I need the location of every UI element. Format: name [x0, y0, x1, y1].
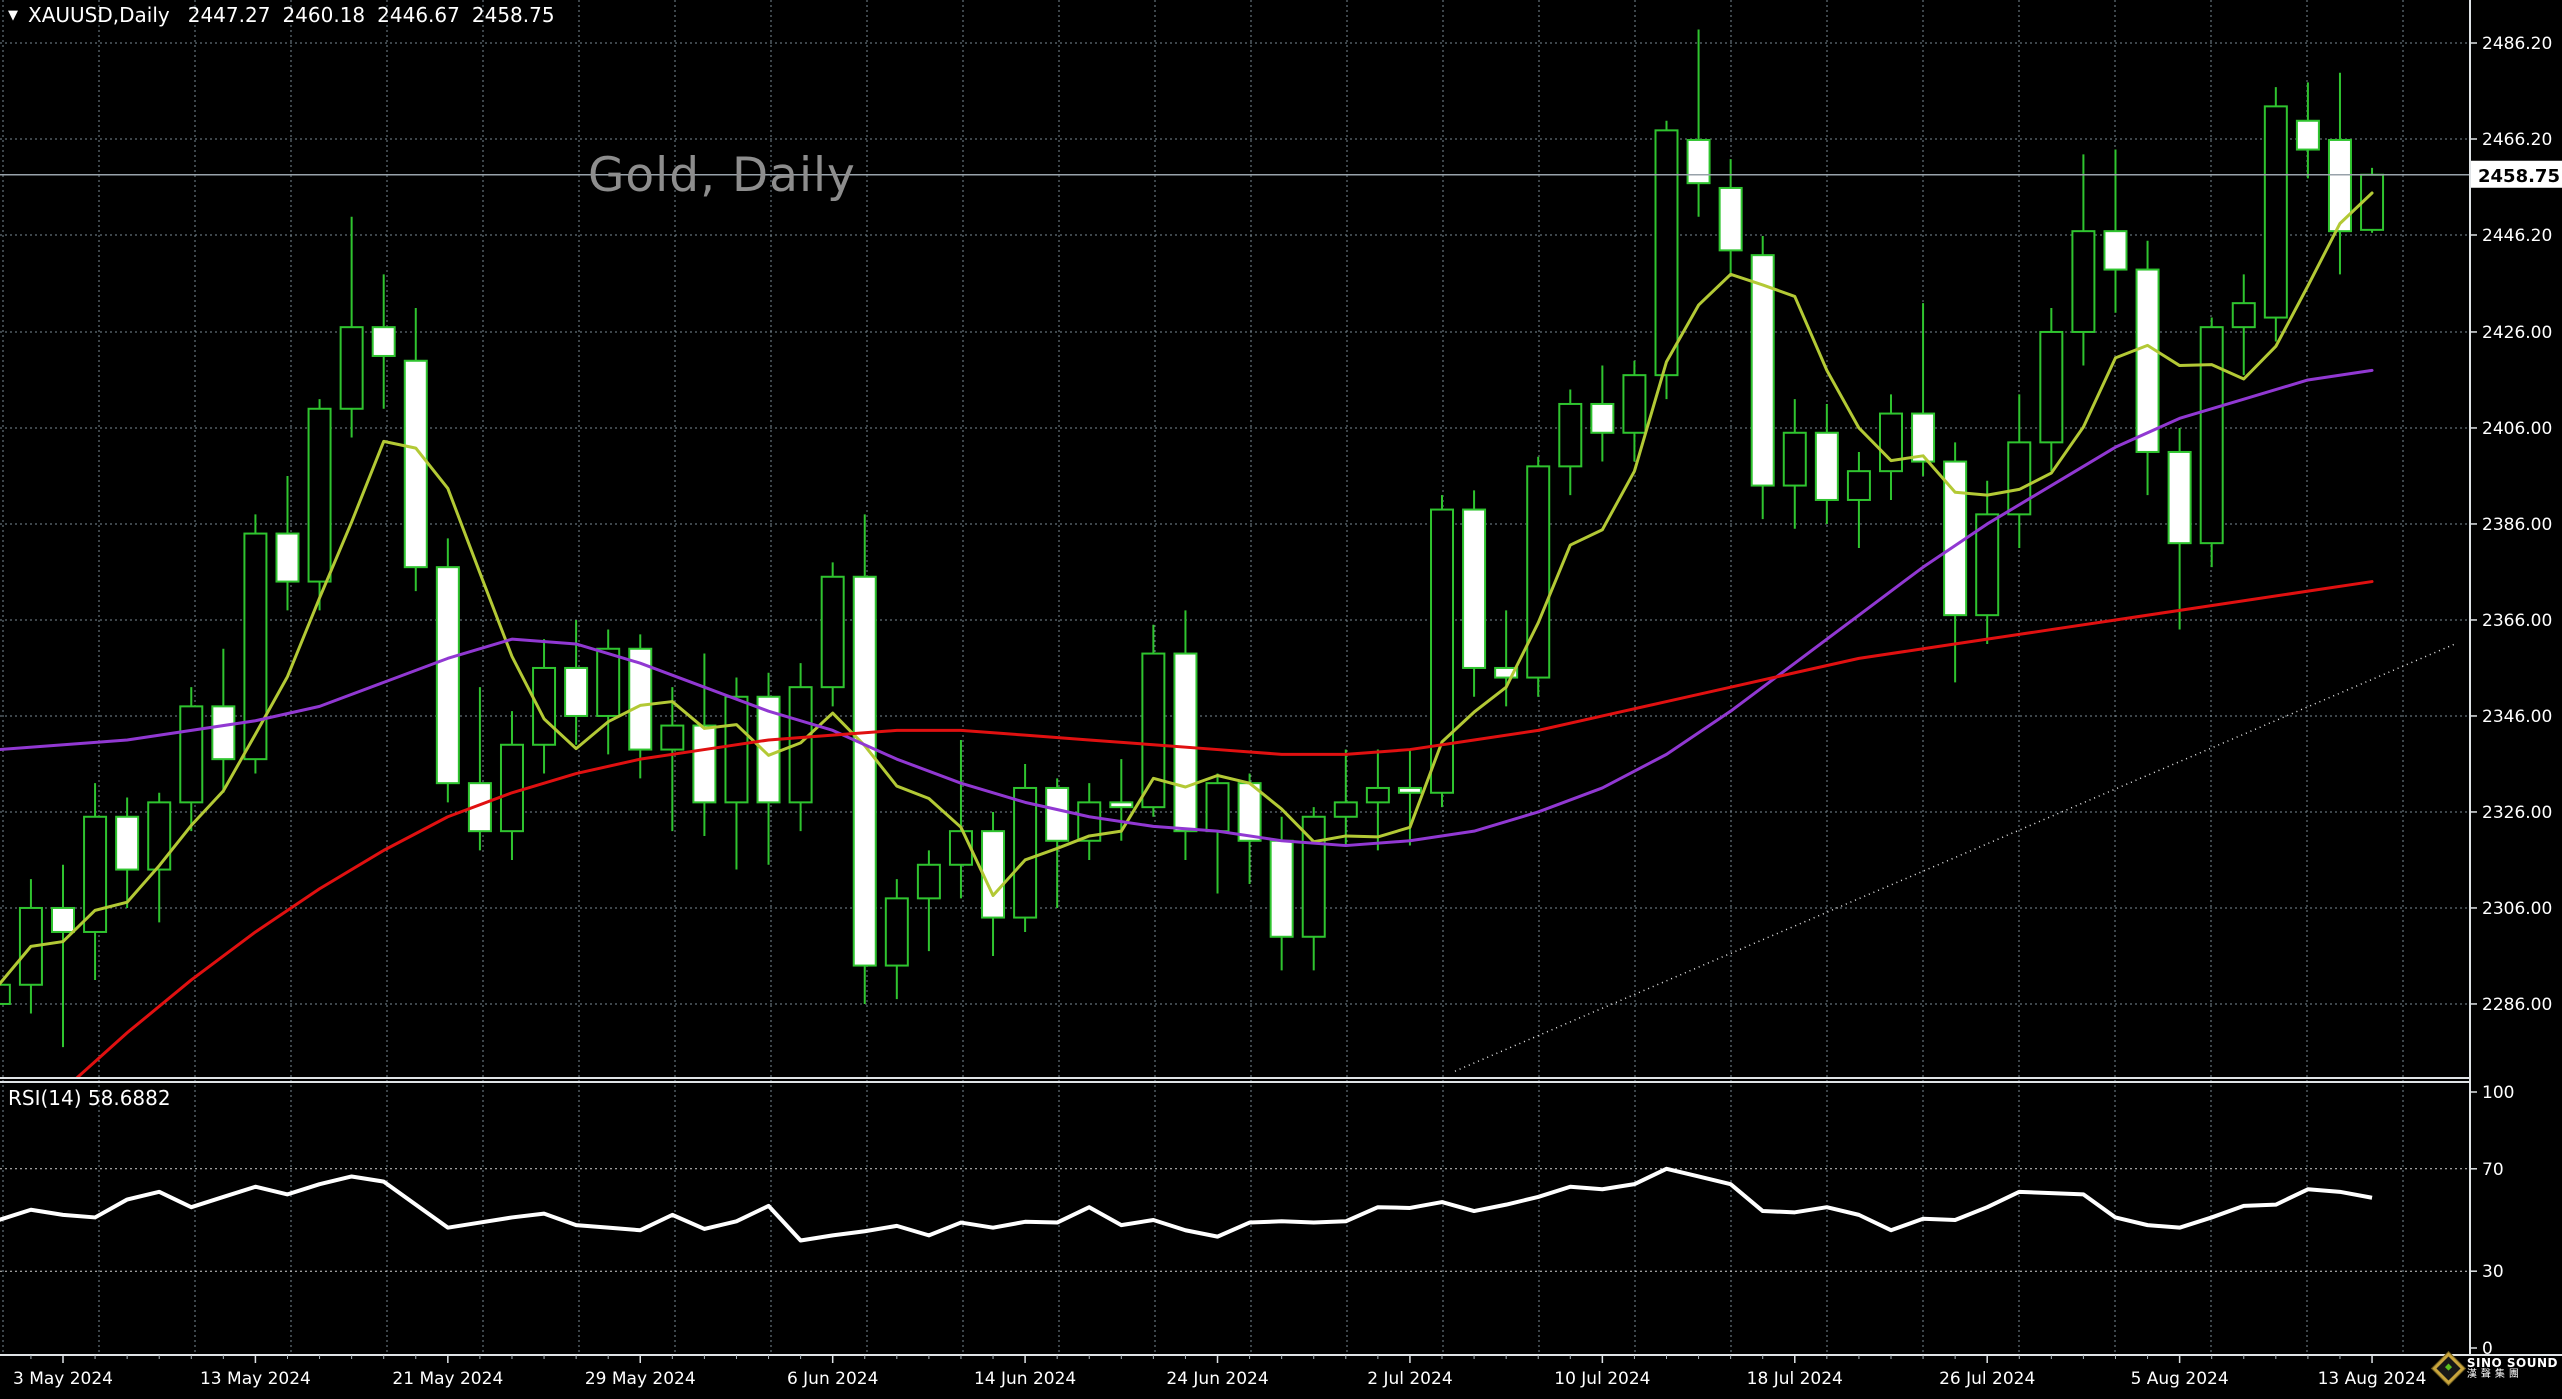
rsi-levels: [0, 1168, 2470, 1272]
svg-text:5 Aug 2024: 5 Aug 2024: [2131, 1369, 2229, 1389]
rsi-panel: [0, 1166, 2373, 1243]
svg-text:13 May 2024: 13 May 2024: [200, 1369, 311, 1389]
trendline: [1454, 643, 2456, 1072]
rsi-line: [0, 1166, 2373, 1243]
svg-text:2386.00: 2386.00: [2482, 515, 2552, 535]
broker-logo: SINO SOUND 漢聲集團: [2432, 1352, 2558, 1385]
svg-text:2446.20: 2446.20: [2482, 226, 2552, 246]
price-axis: 2486.20 2466.20 2446.20 2426.00 2406.00 2386.…: [2470, 34, 2552, 1359]
symbol-dropdown-icon[interactable]: ▼: [8, 7, 18, 23]
high-value: 2460.18: [282, 3, 366, 27]
svg-text:2326.00: 2326.00: [2482, 803, 2552, 823]
broker-name: SINO SOUND: [2466, 1356, 2558, 1370]
svg-text:2466.20: 2466.20: [2482, 130, 2552, 150]
rsi-indicator-label: RSI(14) 58.6882: [8, 1086, 171, 1110]
svg-text:2366.00: 2366.00: [2482, 611, 2552, 631]
low-value: 2446.67: [377, 3, 460, 27]
candles-layer: [0, 29, 2385, 1048]
svg-text:24 Jun 2024: 24 Jun 2024: [1166, 1369, 1268, 1389]
svg-text:2 Jul 2024: 2 Jul 2024: [1367, 1369, 1452, 1389]
svg-text:100: 100: [2482, 1083, 2514, 1103]
svg-text:2406.00: 2406.00: [2482, 419, 2552, 439]
open-value: 2447.27: [187, 3, 271, 27]
svg-text:18 Jul 2024: 18 Jul 2024: [1747, 1369, 1843, 1389]
time-axis: 3 May 2024 13 May 2024 21 May 2024 29 May 2…: [13, 1355, 2427, 1389]
ma-slow-line: [73, 580, 2374, 1079]
svg-text:26 Jul 2024: 26 Jul 2024: [1939, 1369, 2035, 1389]
broker-name-cn: 漢聲集團: [2466, 1368, 2523, 1380]
svg-text:21 May 2024: 21 May 2024: [392, 1369, 503, 1389]
panel-borders: [0, 0, 2562, 1356]
ma-medium-line: [0, 368, 2374, 848]
symbol-period-label: XAUUSD,Daily: [28, 3, 170, 27]
svg-text:2346.00: 2346.00: [2482, 707, 2552, 727]
svg-text:2486.20: 2486.20: [2482, 34, 2552, 54]
ma-fast-line: [0, 191, 2374, 986]
grid-layer: [0, 0, 2470, 1355]
symbol-ohlc-header: ▼ XAUUSD,Daily 2447.27 2460.18 2446.67 2…: [8, 3, 567, 27]
svg-text:30: 30: [2482, 1262, 2504, 1282]
svg-text:10 Jul 2024: 10 Jul 2024: [1554, 1369, 1650, 1389]
broker-logo-icon: [2432, 1352, 2465, 1385]
price-panel: [0, 29, 2456, 1079]
svg-text:13 Aug 2024: 13 Aug 2024: [2318, 1369, 2427, 1389]
svg-text:70: 70: [2482, 1160, 2504, 1180]
svg-text:2458.75: 2458.75: [2478, 166, 2560, 187]
current-price-tag: 2458.75: [2471, 160, 2562, 188]
svg-text:2286.00: 2286.00: [2482, 995, 2552, 1015]
chart-watermark: Gold, Daily: [588, 148, 856, 203]
svg-text:3 May 2024: 3 May 2024: [13, 1369, 113, 1389]
svg-text:2306.00: 2306.00: [2482, 899, 2552, 919]
svg-text:0: 0: [2482, 1339, 2493, 1359]
svg-text:14 Jun 2024: 14 Jun 2024: [974, 1369, 1076, 1389]
svg-text:29 May 2024: 29 May 2024: [585, 1369, 696, 1389]
svg-text:6 Jun 2024: 6 Jun 2024: [787, 1369, 878, 1389]
close-value: 2458.75: [471, 3, 555, 27]
svg-text:2426.00: 2426.00: [2482, 323, 2552, 343]
